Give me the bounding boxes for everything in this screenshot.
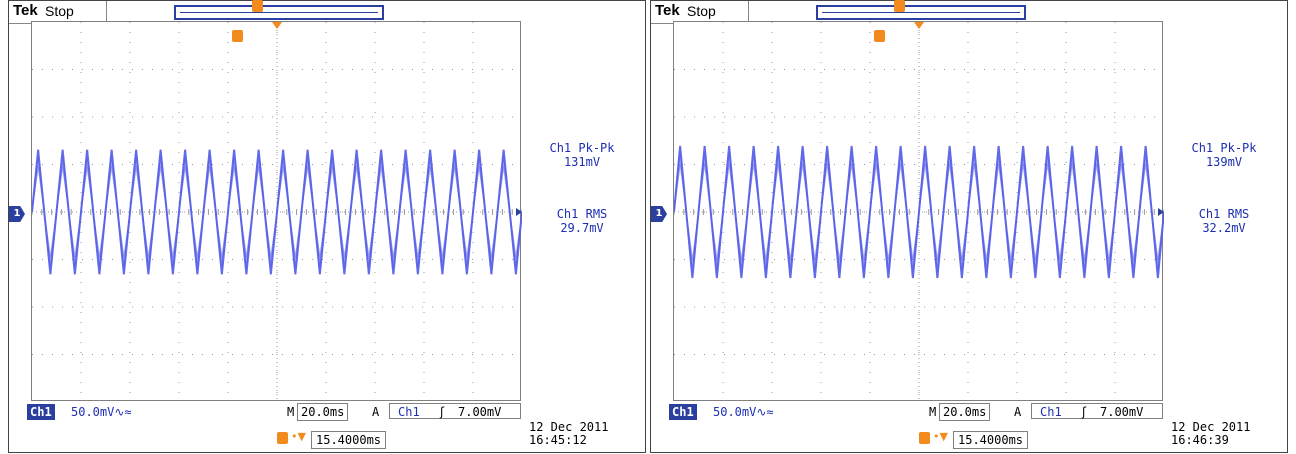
rms-value: 32.2mV xyxy=(1202,221,1246,235)
run-status: Stop xyxy=(687,3,716,19)
trigger-time-marker xyxy=(914,22,924,29)
scope-screen-right: Tek Stop 1 Ch1 Pk-Pk 139mV Ch1 RMS 32.2m… xyxy=(650,0,1288,453)
trigger-level-marker xyxy=(1158,208,1164,216)
trigger-t-icon xyxy=(232,30,243,42)
trigger-time-marker xyxy=(272,22,282,29)
trigger-t-icon xyxy=(874,30,885,42)
trigger-t-icon xyxy=(919,432,930,444)
trigger-settings[interactable]: Ch1 ʃ 7.00mV xyxy=(389,403,521,419)
date-label: 12 Dec 2011 xyxy=(529,420,609,434)
pkpk-label: Ch1 Pk-Pk xyxy=(1191,141,1257,155)
channel-scale: 50.0mV∿≈ xyxy=(713,405,774,419)
run-status: Stop xyxy=(45,3,74,19)
trigger-source: Ch1 xyxy=(1040,405,1062,419)
brand-label: Tek xyxy=(13,2,38,19)
date-label: 12 Dec 2011 xyxy=(1171,420,1251,434)
trigger-offset-arrow-icon: •▼ xyxy=(291,430,306,443)
settings-bar: Ch1 50.0mV∿≈ M 20.0ms A Ch1 ʃ 7.00mV •▼ … xyxy=(651,401,1287,454)
waveform-trace xyxy=(674,163,1164,261)
measurement-rms: Ch1 RMS 32.2mV xyxy=(1169,207,1279,235)
trigger-position-icon xyxy=(252,0,263,12)
timebase-prefix: M xyxy=(287,405,295,419)
waveform-graticule xyxy=(31,21,522,402)
waveform-plot xyxy=(674,22,1164,402)
trigger-mode-label: A xyxy=(372,405,380,419)
pkpk-label: Ch1 Pk-Pk xyxy=(549,141,615,155)
trigger-level: 7.00mV xyxy=(1100,405,1144,419)
settings-bar: Ch1 50.0mV∿≈ M 20.0ms A Ch1 ʃ 7.00mV •▼ … xyxy=(9,401,645,454)
trigger-settings[interactable]: Ch1 ʃ 7.00mV xyxy=(1031,403,1163,419)
channel-label[interactable]: Ch1 xyxy=(669,404,697,420)
waveform-graticule xyxy=(673,21,1164,402)
trigger-position-value[interactable]: 15.4000ms xyxy=(311,431,387,449)
trigger-level: 7.00mV xyxy=(458,405,502,419)
timebase-value[interactable]: 20.0ms xyxy=(297,403,349,421)
channel-label[interactable]: Ch1 xyxy=(27,404,55,420)
measurement-pkpk: Ch1 Pk-Pk 139mV xyxy=(1169,141,1279,169)
channel-scale: 50.0mV∿≈ xyxy=(71,405,132,419)
brand-label: Tek xyxy=(655,2,680,19)
record-line xyxy=(822,12,1020,13)
timebase-value[interactable]: 20.0ms xyxy=(939,403,991,421)
record-view-bar[interactable] xyxy=(816,5,1026,20)
time-label: 16:46:39 xyxy=(1171,433,1229,447)
timestamp: 12 Dec 2011 16:46:39 xyxy=(1171,421,1250,447)
scope-screen-left: Tek Stop 1 Ch1 Pk-Pk 131mV Ch1 RMS 29.7m… xyxy=(8,0,646,453)
rms-label: Ch1 RMS xyxy=(1198,207,1250,221)
trigger-slope-icon: ʃ xyxy=(440,405,445,419)
record-line xyxy=(180,12,378,13)
timebase-prefix: M xyxy=(929,405,937,419)
trigger-position-icon xyxy=(894,0,905,12)
timestamp: 12 Dec 2011 16:45:12 xyxy=(529,421,608,447)
measurement-rms: Ch1 RMS 29.7mV xyxy=(527,207,637,235)
trigger-offset-arrow-icon: •▼ xyxy=(933,430,948,443)
record-view-bar[interactable] xyxy=(174,5,384,20)
trigger-level-marker xyxy=(516,208,522,216)
time-label: 16:45:12 xyxy=(529,433,587,447)
rms-label: Ch1 RMS xyxy=(556,207,608,221)
pkpk-value: 139mV xyxy=(1205,155,1243,169)
trigger-mode-label: A xyxy=(1014,405,1022,419)
waveform-trace xyxy=(32,166,522,258)
ch1-ground-marker[interactable]: 1 xyxy=(9,206,25,222)
trigger-position-value[interactable]: 15.4000ms xyxy=(953,431,1029,449)
trigger-source: Ch1 xyxy=(398,405,420,419)
pkpk-value: 131mV xyxy=(563,155,601,169)
waveform-plot xyxy=(32,22,522,402)
trigger-t-icon xyxy=(277,432,288,444)
status-bar: Tek Stop xyxy=(651,0,1287,27)
trigger-slope-icon: ʃ xyxy=(1082,405,1087,419)
rms-value: 29.7mV xyxy=(560,221,604,235)
measurement-pkpk: Ch1 Pk-Pk 131mV xyxy=(527,141,637,169)
ch1-ground-marker[interactable]: 1 xyxy=(651,206,667,222)
status-bar: Tek Stop xyxy=(9,0,645,27)
